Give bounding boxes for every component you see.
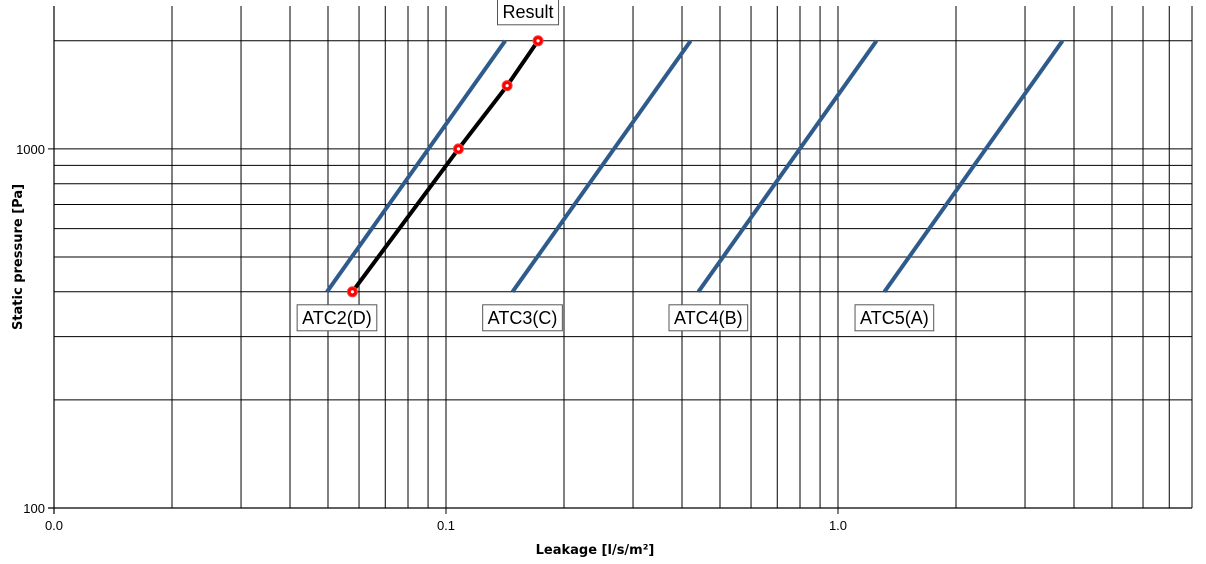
result-point-center bbox=[536, 39, 540, 43]
series-label-atc4-b-box bbox=[668, 304, 749, 332]
grid bbox=[54, 6, 1193, 508]
axes bbox=[48, 6, 1192, 514]
class-line-atc5-a bbox=[882, 39, 1065, 293]
result-point-center bbox=[456, 147, 461, 151]
series-label-atc4-b: ATC4(B) bbox=[668, 304, 749, 332]
result-label: Result bbox=[497, 0, 560, 26]
series-label-atc5-a: ATC5(A) bbox=[854, 304, 935, 332]
series-label-atc2-d-text: ATC2(D) bbox=[302, 308, 372, 328]
series-labels: ATC2(D) ATC3(C) ATC4(B) ATC5(A) Result bbox=[296, 0, 935, 332]
result-point-center bbox=[505, 84, 509, 88]
class-line-atc4-b bbox=[696, 39, 879, 293]
tick-labels: 0.0 0.1 1.0 100 1000 bbox=[16, 142, 847, 533]
x-tick-label: 0.0 bbox=[45, 518, 63, 533]
series-label-atc2-d: ATC2(D) bbox=[296, 304, 378, 332]
series-label-atc4-b-text: ATC4(B) bbox=[674, 308, 743, 328]
result-label-box bbox=[497, 0, 560, 26]
x-tick-label: 1.0 bbox=[829, 518, 847, 533]
series-label-atc5-a-box bbox=[854, 304, 935, 332]
series-label-atc3-c-text: ATC3(C) bbox=[488, 308, 558, 328]
series-label-atc3-c-box bbox=[482, 304, 563, 332]
y-tick-label: 1000 bbox=[16, 142, 45, 157]
series-label-atc3-c: ATC3(C) bbox=[482, 304, 563, 332]
x-axis-title: Leakage [l/s/m²] bbox=[536, 543, 655, 558]
y-axis-title: Static pressure [Pa] bbox=[11, 184, 26, 330]
series-layer bbox=[325, 35, 1065, 298]
result-label-text: Result bbox=[503, 2, 554, 22]
series-label-atc2-d-box bbox=[296, 304, 378, 332]
class-line-atc2-d bbox=[325, 39, 507, 293]
result-line bbox=[350, 39, 540, 293]
result-point-center bbox=[350, 290, 354, 294]
series-label-atc5-a-text: ATC5(A) bbox=[860, 308, 929, 328]
x-tick-label: 0.1 bbox=[437, 518, 455, 533]
y-tick-label: 100 bbox=[23, 501, 45, 516]
class-line-atc3-c bbox=[510, 39, 693, 293]
